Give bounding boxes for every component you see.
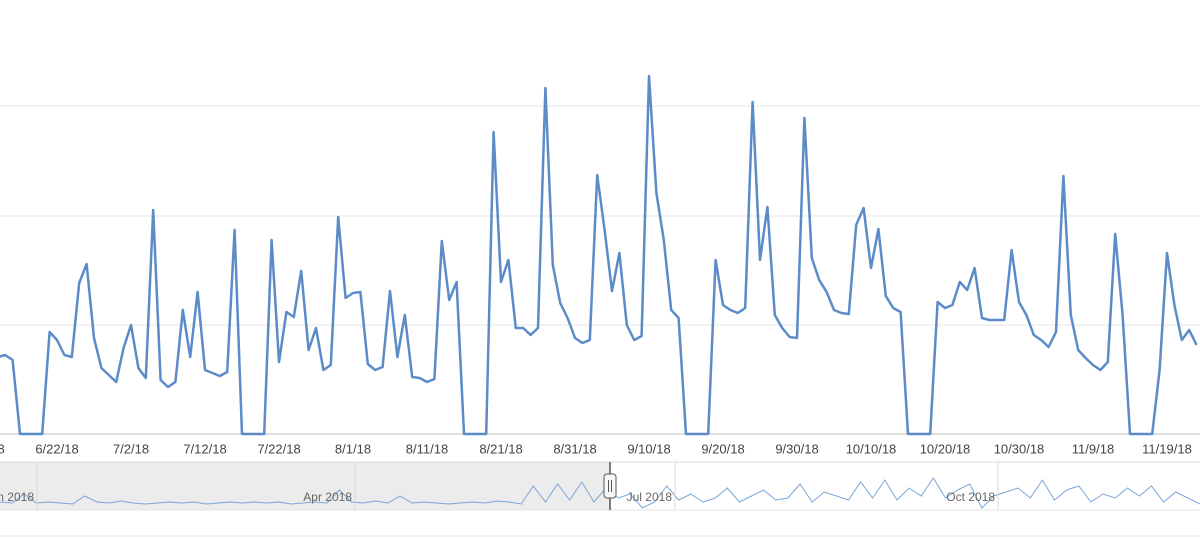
navigator-handle[interactable] (603, 462, 617, 510)
x-tick-label: 9/20/18 (701, 441, 744, 456)
x-tick-label: 6/22/18 (35, 441, 78, 456)
navigator-label: Jan 2018 (0, 490, 34, 504)
x-tick-label: 10/10/18 (846, 441, 897, 456)
plot (0, 74, 1198, 436)
x-tick-label: 7/12/18 (183, 441, 226, 456)
navigator-line (0, 477, 1200, 509)
navigator-label: Apr 2018 (303, 490, 352, 504)
handle[interactable] (603, 473, 617, 499)
x-tick-label: 9/10/18 (627, 441, 670, 456)
x-tick-label: 11/9/18 (1072, 441, 1114, 456)
x-tick-label: 7/2/18 (113, 441, 149, 456)
series-line (0, 74, 1198, 436)
x-tick-label: 8/11/18 (406, 441, 448, 456)
grid (0, 105, 1200, 435)
navigator-label: Jul 2018 (627, 490, 673, 504)
x-axis: 6/12/18 6/22/18 7/2/18 7/12/18 7/22/18 8/1/18… (0, 441, 1192, 456)
x-tick-label: 8/31/18 (553, 441, 596, 456)
x-tick-label: 9/30/18 (775, 441, 818, 456)
x-tick-label: 6/12/18 (0, 441, 5, 456)
x-tick-label: 10/20/18 (920, 441, 971, 456)
navigator: Jan 2018 Apr 2018 Jul 2018 Oct 2018 (0, 462, 1200, 510)
navigator-label: Oct 2018 (946, 490, 995, 504)
x-tick-label: 8/1/18 (335, 441, 371, 456)
x-tick-label: 8/21/18 (479, 441, 522, 456)
x-tick-label: 7/22/18 (257, 441, 300, 456)
x-tick-label: 10/30/18 (994, 441, 1045, 456)
x-tick-label: 11/19/18 (1142, 441, 1192, 456)
